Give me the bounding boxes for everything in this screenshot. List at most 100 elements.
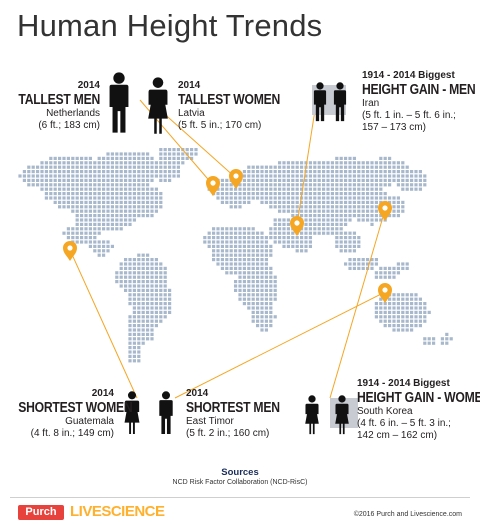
- map-dot: [128, 346, 132, 350]
- map-dot: [106, 218, 110, 222]
- map-dot: [80, 218, 84, 222]
- map-dot: [137, 152, 141, 156]
- man-icon: [310, 82, 330, 122]
- map-dot: [154, 205, 158, 209]
- map-dot: [410, 183, 414, 187]
- map-dot: [247, 192, 251, 196]
- map-dot: [137, 332, 141, 336]
- map-dot: [154, 262, 158, 266]
- livescience-logo[interactable]: LIVESCIENCE: [70, 503, 165, 520]
- map-dot: [225, 236, 229, 240]
- map-dot: [115, 209, 119, 213]
- map-dot: [141, 187, 145, 191]
- map-dot: [128, 359, 132, 363]
- map-dot: [128, 341, 132, 345]
- map-dot: [300, 178, 304, 182]
- map-dot: [102, 205, 106, 209]
- map-dot: [352, 174, 356, 178]
- map-dot: [269, 275, 273, 279]
- map-dot: [264, 266, 268, 270]
- map-dot: [102, 165, 106, 169]
- map-dot: [379, 306, 383, 310]
- map-dot: [88, 187, 92, 191]
- map-dot: [124, 170, 128, 174]
- map-dot: [97, 240, 101, 244]
- map-dot: [124, 284, 128, 288]
- map-dot: [291, 209, 295, 213]
- map-dot: [370, 187, 374, 191]
- map-dot: [110, 244, 114, 248]
- map-dot: [154, 187, 158, 191]
- map-dot: [150, 205, 154, 209]
- map-dot: [154, 266, 158, 270]
- map-dot: [238, 227, 242, 231]
- purch-logo[interactable]: Purch: [18, 505, 64, 520]
- map-dot: [251, 227, 255, 231]
- map-dot: [93, 236, 97, 240]
- map-dot: [388, 214, 392, 218]
- map-dot: [291, 165, 295, 169]
- map-dot: [344, 205, 348, 209]
- map-dot: [71, 156, 75, 160]
- map-dot: [124, 187, 128, 191]
- map-dot: [291, 170, 295, 174]
- map-dot: [260, 192, 264, 196]
- map-dot: [256, 319, 260, 323]
- map-dot: [84, 156, 88, 160]
- map-dot: [132, 359, 136, 363]
- map-dot: [128, 192, 132, 196]
- map-dot: [335, 196, 339, 200]
- map-dot: [304, 192, 308, 196]
- map-dot: [163, 271, 167, 275]
- map-dot: [326, 196, 330, 200]
- map-dot: [128, 178, 132, 182]
- map-dot: [71, 165, 75, 169]
- map-dot: [84, 222, 88, 226]
- map-dot: [176, 156, 180, 160]
- map-dot: [88, 222, 92, 226]
- map-dot: [374, 214, 378, 218]
- map-dot: [361, 205, 365, 209]
- map-dot: [53, 178, 57, 182]
- map-dot: [141, 288, 145, 292]
- map-dot: [44, 161, 48, 165]
- map-dot: [137, 280, 141, 284]
- map-dot: [392, 205, 396, 209]
- year: 1914 - 2014 Biggest: [357, 378, 450, 389]
- map-dot: [414, 174, 418, 178]
- map-dot: [247, 170, 251, 174]
- map-dot: [405, 187, 409, 191]
- map-dot: [110, 218, 114, 222]
- map-dot: [396, 306, 400, 310]
- map-dot: [190, 152, 194, 156]
- map-dot: [388, 266, 392, 270]
- map-dot: [137, 161, 141, 165]
- map-dot: [128, 170, 132, 174]
- map-dot: [295, 165, 299, 169]
- map-dot: [216, 262, 220, 266]
- map-dot: [141, 161, 145, 165]
- map-dot: [251, 306, 255, 310]
- map-dot: [335, 222, 339, 226]
- map-dot: [300, 240, 304, 244]
- map-dot: [163, 165, 167, 169]
- map-dot: [88, 196, 92, 200]
- map-dot: [159, 293, 163, 297]
- map-dot: [308, 170, 312, 174]
- map-dot: [146, 315, 150, 319]
- map-dot: [102, 240, 106, 244]
- map-dot: [344, 214, 348, 218]
- map-dot: [396, 293, 400, 297]
- map-dot: [401, 297, 405, 301]
- map-dot: [278, 236, 282, 240]
- map-dot: [330, 161, 334, 165]
- map-dot: [339, 165, 343, 169]
- map-dot: [344, 192, 348, 196]
- map-dot: [344, 200, 348, 204]
- map-dot: [93, 192, 97, 196]
- map-dot: [124, 156, 128, 160]
- map-dot: [242, 170, 246, 174]
- map-dot: [115, 192, 119, 196]
- map-dot: [418, 306, 422, 310]
- map-dot: [383, 302, 387, 306]
